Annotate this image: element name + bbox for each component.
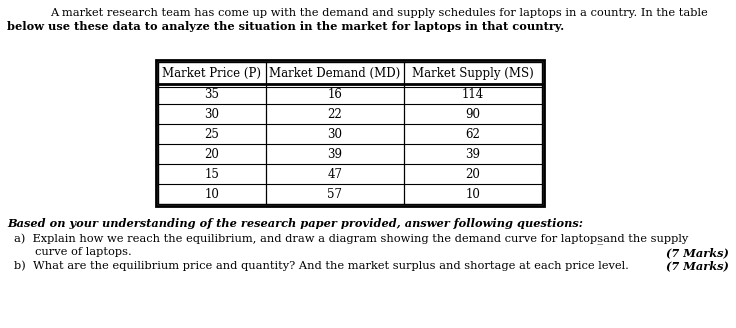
Bar (156, 60, 544, 206)
Text: A market research team has come up with the demand and supply schedules for lapt: A market research team has come up with … (50, 8, 708, 18)
Text: 57: 57 (328, 188, 342, 200)
Text: 90: 90 (465, 108, 481, 120)
Text: 10: 10 (466, 188, 481, 200)
Text: b)  What are the equilibrium price and quantity? And the market surplus and shor: b) What are the equilibrium price and qu… (14, 260, 629, 271)
Text: Market Demand (MD): Market Demand (MD) (269, 67, 400, 79)
Text: (7 Marks): (7 Marks) (666, 247, 729, 258)
Text: 39: 39 (465, 148, 481, 160)
Text: 30: 30 (205, 108, 219, 120)
Text: 10: 10 (205, 188, 219, 200)
Text: 30: 30 (328, 128, 342, 140)
Text: 114: 114 (462, 88, 484, 100)
Text: 16: 16 (328, 88, 342, 100)
Text: 22: 22 (328, 108, 342, 120)
Text: 47: 47 (328, 168, 342, 180)
Text: below use these data to analyze the situation in the market for laptops in that : below use these data to analyze the situ… (7, 21, 564, 32)
Text: Market Supply (MS): Market Supply (MS) (412, 67, 534, 79)
Text: 25: 25 (205, 128, 219, 140)
Text: 20: 20 (466, 168, 481, 180)
Text: 62: 62 (466, 128, 481, 140)
Text: 35: 35 (205, 88, 219, 100)
Bar (158, 62, 542, 204)
Text: 20: 20 (205, 148, 219, 160)
Text: Based on your understanding of the research paper provided, answer following que: Based on your understanding of the resea… (7, 218, 583, 229)
Text: a)  Explain how we reach the equilibrium, and draw a diagram showing the demand : a) Explain how we reach the equilibrium,… (14, 234, 688, 245)
Text: 39: 39 (328, 148, 342, 160)
Text: 15: 15 (205, 168, 219, 180)
Text: curve of laptops.: curve of laptops. (35, 247, 132, 257)
Text: (7 Marks): (7 Marks) (666, 260, 729, 271)
Text: Market Price (P): Market Price (P) (163, 67, 261, 79)
